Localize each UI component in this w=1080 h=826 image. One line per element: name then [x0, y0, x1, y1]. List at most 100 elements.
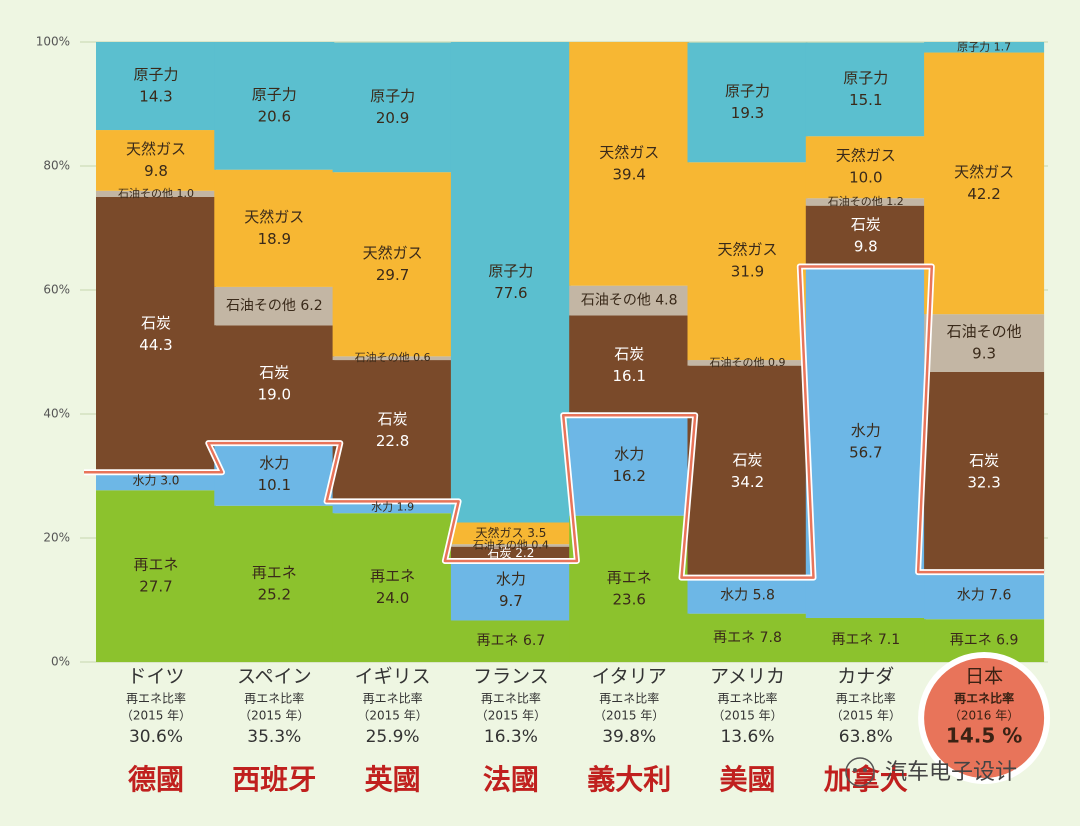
segment-name-label: 原子力: [370, 87, 415, 105]
category-label: ドイツ: [127, 666, 184, 688]
segment-inline-label: 石油その他 1.2: [828, 194, 904, 208]
segment-value-label: 44.3: [139, 336, 172, 354]
year-caption: （2016 年）: [949, 709, 1019, 723]
bar-segment-石油その他: [450, 544, 571, 547]
ratio-line: [84, 265, 1044, 579]
segment-name-label: 原子力: [133, 66, 178, 84]
ratio-caption: 再エネ比率: [599, 691, 659, 706]
segment-value-label: 27.7: [139, 578, 172, 596]
category-label: イギリス: [355, 666, 431, 688]
segment-value-label: 25.2: [258, 585, 291, 603]
y-tick-label: 100%: [36, 35, 70, 49]
bar-segment-石油その他: [96, 190, 216, 197]
segment-name-label: 石炭: [969, 451, 999, 469]
segment-name-label: 天然ガス: [954, 163, 1014, 181]
segment-value-label: 16.2: [612, 467, 645, 485]
category-label: アメリカ: [710, 666, 785, 688]
segment-name-label: 原子力: [252, 85, 297, 103]
segment-name-label: 水力: [259, 454, 289, 472]
watermark-text: 汽车电子设计: [885, 760, 1017, 785]
segment-value-label: 19.0: [258, 386, 291, 404]
segment-inline-label: 再エネ 7.8: [713, 630, 782, 646]
year-caption: （2015 年）: [121, 709, 191, 723]
category-zh-label: 英國: [365, 763, 421, 796]
segment-value-label: 9.3: [972, 345, 996, 363]
ratio-caption: 再エネ比率: [363, 691, 423, 706]
watermark: 汽车电子设计: [845, 757, 1017, 787]
segment-name-label: 原子力: [725, 82, 770, 100]
ratio-caption: 再エネ比率: [836, 691, 896, 706]
category-zh-label: 德國: [128, 763, 184, 796]
segment-value-label: 29.7: [376, 266, 409, 284]
y-tick-label: 20%: [43, 531, 70, 545]
segment-inline-label: 天然ガス 3.5: [475, 525, 546, 540]
segment-value-label: 15.1: [849, 91, 882, 109]
ratio-value: 14.5 %: [946, 724, 1022, 748]
bar-segment-原子力: [450, 42, 571, 523]
segment-value-label: 56.7: [849, 444, 882, 462]
segment-inline-label: 再エネ 6.7: [477, 633, 546, 649]
segment-name-label: 天然ガス: [244, 208, 304, 226]
ratio-value: 25.9%: [366, 727, 420, 747]
year-caption: （2015 年）: [831, 709, 901, 723]
y-tick-label: 80%: [43, 159, 70, 173]
wechat-icon-eye: [853, 768, 857, 772]
segment-value-label: 23.6: [612, 590, 645, 608]
bar-segment-水力: [805, 266, 926, 618]
ratio-caption: 再エネ比率: [126, 691, 186, 706]
segment-inline-label: 石油その他 0.4: [473, 537, 549, 551]
bar-segment-水力: [924, 572, 1045, 620]
segment-name-label: 再エネ: [133, 556, 178, 574]
segment-name-label: 再エネ: [252, 563, 297, 581]
bar-segment-再エネ: [687, 613, 808, 662]
year-caption: （2015 年）: [594, 709, 664, 723]
bar-segment-天然ガス: [924, 52, 1045, 315]
segment-name-label: 石炭: [614, 345, 644, 363]
segment-value-label: 22.8: [376, 432, 409, 450]
bar-segment-水力: [569, 415, 690, 516]
segment-name-label: 天然ガス: [836, 147, 896, 165]
segment-value-label: 20.9: [376, 109, 409, 127]
segment-value-label: 31.9: [731, 263, 764, 281]
segment-name-label: 石炭: [732, 451, 762, 469]
bar-segment-原子力: [332, 42, 453, 173]
bar-segment-水力: [96, 471, 216, 491]
segment-name-label: 水力: [496, 570, 526, 588]
segment-inline-label: 石油その他 4.8: [581, 293, 678, 309]
category-zh-label: 義大利: [587, 763, 671, 796]
bar-segment-石炭: [805, 205, 926, 267]
ratio-caption: 再エネ比率: [954, 691, 1014, 706]
bar-segment-原子力: [805, 42, 926, 137]
segment-value-label: 19.3: [731, 104, 764, 122]
category-label: 日本: [965, 666, 1003, 688]
year-caption: （2015 年）: [239, 709, 309, 723]
segment-value-label: 39.4: [612, 165, 645, 183]
bars-group: [96, 42, 1045, 662]
ratio-value: 30.6%: [129, 727, 183, 747]
bar-segment-天然ガス: [569, 42, 690, 286]
segment-name-label: 原子力: [843, 69, 888, 87]
japan-highlight-circle: [924, 658, 1045, 778]
bar-segment-原子力: [687, 42, 808, 163]
bar-segment-原子力: [214, 42, 335, 170]
ratio-caption: 再エネ比率: [244, 691, 304, 706]
year-caption: （2015 年）: [712, 709, 782, 723]
segment-inline-label: 石油その他 1.0: [118, 186, 194, 200]
segment-inline-label: 水力 5.8: [720, 588, 775, 604]
year-caption: （2015 年）: [357, 709, 427, 723]
segment-value-label: 9.8: [854, 238, 878, 256]
segment-inline-label: 原子力 1.7: [957, 40, 1011, 53]
category-zh-label: 美國: [719, 763, 775, 796]
ratio-value: 39.8%: [602, 727, 656, 747]
segment-inline-label: 再エネ 6.9: [950, 633, 1019, 649]
segment-value-label: 16.1: [612, 367, 645, 385]
y-tick-label: 60%: [43, 283, 70, 297]
ratio-caption: 再エネ比率: [717, 691, 777, 706]
ratio-value: 35.3%: [247, 727, 301, 747]
segment-name-label: 石炭: [851, 216, 881, 234]
bar-segment-石炭: [214, 325, 335, 444]
segment-name-label: 水力: [614, 445, 644, 463]
bar-segment-石炭: [450, 546, 571, 561]
bar-segment-石炭: [96, 197, 216, 472]
